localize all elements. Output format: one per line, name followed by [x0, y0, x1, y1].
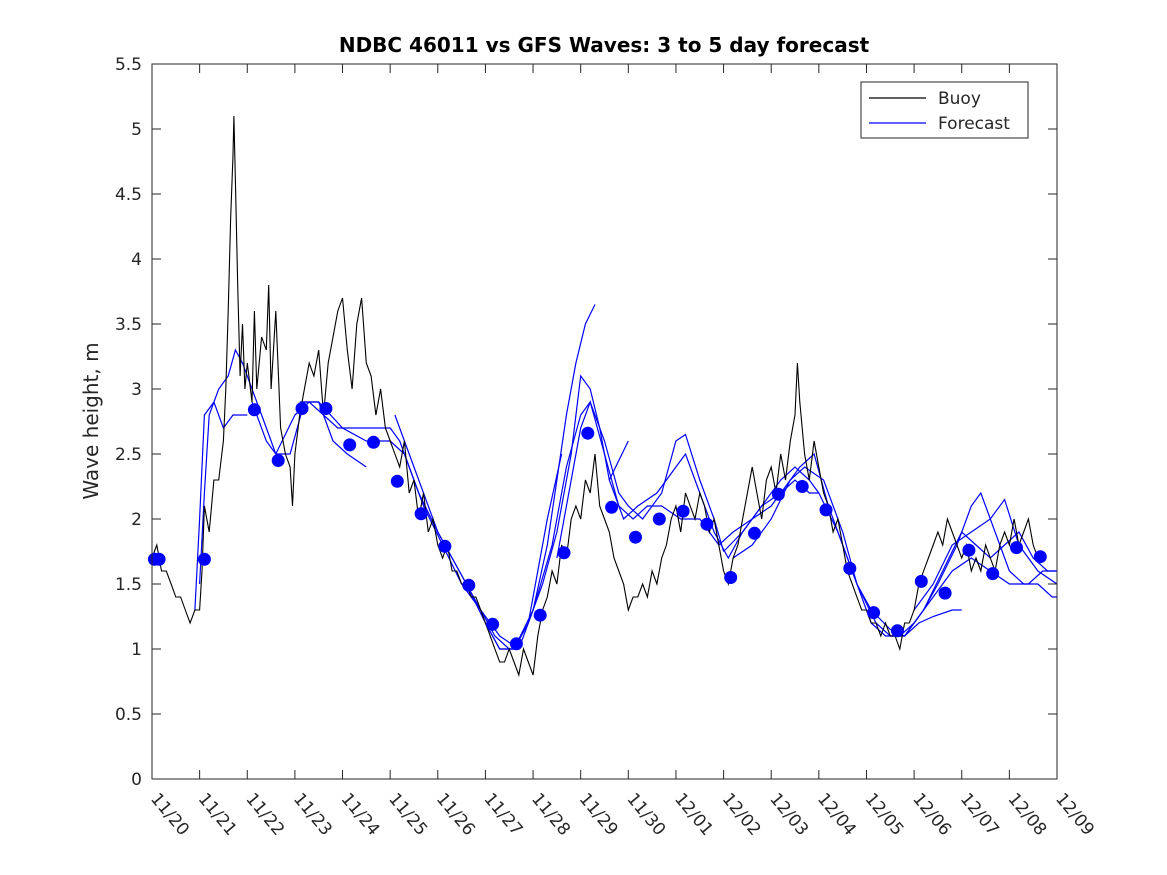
forecast-marker-20 [652, 512, 666, 526]
forecast-marker-2 [197, 552, 211, 566]
forecast-marker-34 [986, 567, 1000, 581]
forecast-marker-31 [914, 574, 928, 588]
y-axis-label: Wave height, m [79, 342, 103, 499]
forecast-marker-12 [462, 578, 476, 592]
plot-area [152, 64, 1057, 779]
y-tick-label: 5 [131, 120, 142, 140]
forecast-marker-36 [1033, 550, 1047, 564]
forecast-marker-3 [247, 403, 261, 417]
legend: Buoy Forecast [860, 81, 1029, 139]
forecast-marker-23 [724, 571, 738, 584]
forecast-marker-21 [676, 504, 690, 518]
forecast-marker-35 [1010, 541, 1023, 555]
forecast-marker-1 [152, 552, 166, 566]
forecast-marker-26 [795, 480, 809, 493]
forecast-marker-13 [486, 617, 500, 631]
forecast-marker-6 [319, 402, 333, 415]
forecast-marker-19 [629, 530, 642, 544]
forecast-marker-18 [605, 500, 619, 514]
forecast-marker-7 [343, 438, 357, 452]
forecast-line-1 [194, 400, 248, 611]
y-tick-label: 3.5 [115, 315, 142, 335]
forecast-line-3 [275, 401, 519, 650]
forecast-line-7 [513, 400, 725, 650]
forecast-marker-17 [581, 426, 595, 440]
forecast-marker-30 [890, 624, 904, 638]
y-tick-label: 0 [131, 770, 142, 790]
legend-label-buoy: Buoy [938, 89, 981, 109]
forecast-marker-15 [533, 608, 547, 622]
y-tick-label: 5.5 [115, 55, 142, 75]
chart-title: NDBC 46011 vs GFS Waves: 3 to 5 day fore… [339, 33, 870, 57]
forecast-line-8 [556, 400, 1057, 637]
forecast-marker-9 [390, 474, 404, 488]
forecast-marker-24 [748, 526, 761, 540]
forecast-line-9 [608, 440, 629, 481]
forecast-marker-33 [962, 543, 976, 557]
legend-label-forecast: Forecast [938, 114, 1010, 134]
forecast-marker-27 [819, 503, 833, 517]
y-tick-label: 0.5 [115, 705, 142, 725]
y-tick-label: 4 [131, 250, 142, 270]
y-tick-label: 1.5 [115, 575, 142, 595]
forecast-marker-10 [414, 507, 428, 521]
forecast-marker-28 [843, 561, 857, 575]
y-tick-label: 1 [131, 640, 142, 660]
y-tick-label: 4.5 [115, 185, 142, 205]
legend-box [860, 81, 1029, 139]
forecast-marker-14 [509, 637, 523, 651]
forecast-marker-29 [867, 606, 881, 620]
forecast-marker-11 [438, 539, 452, 553]
forecast-marker-8 [367, 435, 380, 449]
forecast-marker-32 [938, 586, 952, 600]
y-tick-label: 3 [131, 380, 142, 400]
forecast-line-13 [913, 498, 1058, 611]
forecast-marker-16 [557, 546, 571, 560]
y-tick-label: 2 [131, 510, 142, 530]
forecast-marker-22 [700, 517, 714, 531]
forecast-marker-4 [271, 454, 285, 467]
buoy-line [151, 115, 1039, 678]
y-tick-label: 2.5 [115, 445, 142, 465]
forecast-marker-25 [771, 487, 785, 501]
forecast-marker-5 [295, 402, 309, 415]
forecast-line-0 [199, 348, 277, 585]
axes-frame [151, 63, 1058, 780]
series-layer [147, 115, 1058, 678]
